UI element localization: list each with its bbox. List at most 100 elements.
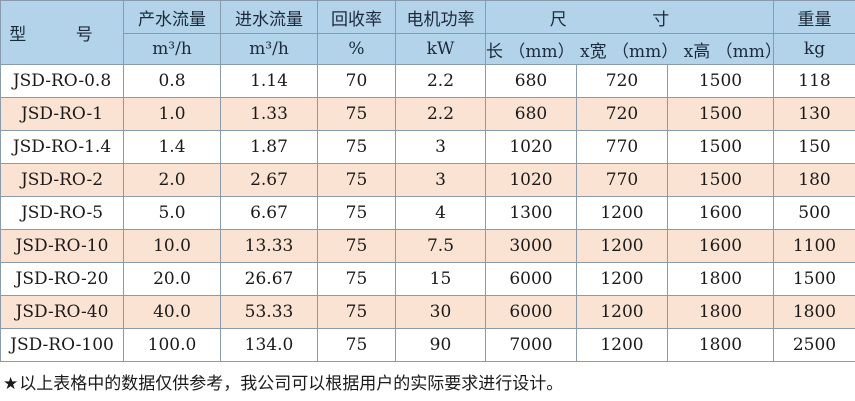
- cell-recovery: 75: [317, 196, 396, 230]
- unit-size: 长 （mm） x宽 （mm） x高 （mm）: [485, 33, 774, 65]
- cell-inlet-flow: 1.14: [220, 64, 318, 98]
- cell-inlet-flow: 2.67: [220, 163, 318, 197]
- cell-weight: 2500: [773, 328, 855, 362]
- footnote: ★以上表格中的数据仅供参考，我公司可以根据用户的实际要求进行设计。: [0, 362, 855, 394]
- header-product-flow: 产水流量: [123, 0, 221, 34]
- cell-power: 3: [395, 130, 486, 164]
- cell-height: 1800: [667, 328, 774, 362]
- header-row-top: 型 号 产水流量 进水流量 回收率 电机功率 尺 寸 重量: [0, 0, 855, 65]
- table-row: JSD-RO-2 2.0 2.67 75 3 1020 770 1500 180: [0, 163, 855, 197]
- cell-weight: 1500: [773, 262, 855, 296]
- cell-recovery: 75: [317, 97, 396, 131]
- cell-model: JSD-RO-5: [0, 196, 124, 230]
- cell-inlet-flow: 1.33: [220, 97, 318, 131]
- cell-power: 4: [395, 196, 486, 230]
- cell-inlet-flow: 53.33: [220, 295, 318, 329]
- cell-height: 1500: [667, 163, 774, 197]
- cell-power: 3: [395, 163, 486, 197]
- cell-width: 770: [576, 163, 668, 197]
- cell-width: 1200: [576, 196, 668, 230]
- table-row: JSD-RO-40 40.0 53.33 75 30 6000 1200 180…: [0, 295, 855, 329]
- table-row: JSD-RO-5 5.0 6.67 75 4 1300 1200 1600 50…: [0, 196, 855, 230]
- cell-width: 770: [576, 130, 668, 164]
- cell-width: 720: [576, 97, 668, 131]
- header-recovery: 回收率: [317, 0, 396, 34]
- table-row: JSD-RO-100 100.0 134.0 75 90 7000 1200 1…: [0, 328, 855, 362]
- cell-width: 1200: [576, 229, 668, 263]
- header-row-units: m³/h m³/h % kW 长 （mm） x宽 （mm） x高 （mm） kg: [1, 33, 855, 65]
- header-inlet-flow: 进水流量: [220, 0, 318, 34]
- cell-weight: 130: [773, 97, 855, 131]
- cell-width: 1200: [576, 328, 668, 362]
- cell-height: 1500: [667, 130, 774, 164]
- cell-model: JSD-RO-1.4: [0, 130, 124, 164]
- cell-recovery: 75: [317, 229, 396, 263]
- cell-weight: 500: [773, 196, 855, 230]
- unit-product-flow: m³/h: [123, 33, 221, 65]
- cell-product-flow: 40.0: [123, 295, 221, 329]
- cell-power: 2.2: [395, 97, 486, 131]
- cell-length: 1020: [485, 130, 577, 164]
- cell-weight: 1100: [773, 229, 855, 263]
- cell-product-flow: 100.0: [123, 328, 221, 362]
- cell-power: 7.5: [395, 229, 486, 263]
- cell-length: 680: [485, 64, 577, 98]
- cell-length: 6000: [485, 262, 577, 296]
- cell-length: 1300: [485, 196, 577, 230]
- cell-model: JSD-RO-20: [0, 262, 124, 296]
- unit-inlet-flow: m³/h: [220, 33, 318, 65]
- cell-model: JSD-RO-10: [0, 229, 124, 263]
- cell-height: 1800: [667, 295, 774, 329]
- header-size: 尺 寸: [485, 0, 774, 34]
- cell-height: 1600: [667, 229, 774, 263]
- cell-weight: 180: [773, 163, 855, 197]
- cell-length: 680: [485, 97, 577, 131]
- table-row: JSD-RO-1 1.0 1.33 75 2.2 680 720 1500 13…: [0, 97, 855, 131]
- table-row: JSD-RO-20 20.0 26.67 75 15 6000 1200 180…: [0, 262, 855, 296]
- cell-power: 30: [395, 295, 486, 329]
- cell-recovery: 75: [317, 262, 396, 296]
- cell-power: 90: [395, 328, 486, 362]
- cell-inlet-flow: 1.87: [220, 130, 318, 164]
- cell-length: 7000: [485, 328, 577, 362]
- cell-product-flow: 0.8: [123, 64, 221, 98]
- cell-model: JSD-RO-100: [0, 328, 124, 362]
- cell-width: 1200: [576, 262, 668, 296]
- cell-inlet-flow: 13.33: [220, 229, 318, 263]
- cell-model: JSD-RO-0.8: [0, 64, 124, 98]
- unit-weight: kg: [773, 33, 855, 65]
- cell-width: 1200: [576, 295, 668, 329]
- cell-height: 1800: [667, 262, 774, 296]
- cell-product-flow: 1.4: [123, 130, 221, 164]
- cell-recovery: 75: [317, 163, 396, 197]
- cell-weight: 1800: [773, 295, 855, 329]
- footnote-text: 以上表格中的数据仅供参考，我公司可以根据用户的实际要求进行设计。: [19, 374, 564, 394]
- cell-height: 1500: [667, 97, 774, 131]
- cell-recovery: 70: [317, 64, 396, 98]
- cell-inlet-flow: 26.67: [220, 262, 318, 296]
- cell-product-flow: 1.0: [123, 97, 221, 131]
- cell-product-flow: 10.0: [123, 229, 221, 263]
- unit-recovery: %: [317, 33, 396, 65]
- cell-recovery: 75: [317, 328, 396, 362]
- spec-table: 型 号 产水流量 进水流量 回收率 电机功率 尺 寸 重量 m³/h m³/h …: [0, 0, 855, 362]
- cell-model: JSD-RO-2: [0, 163, 124, 197]
- table-row: JSD-RO-10 10.0 13.33 75 7.5 3000 1200 16…: [0, 229, 855, 263]
- header-model: 型 号: [0, 0, 124, 65]
- cell-width: 720: [576, 64, 668, 98]
- cell-power: 2.2: [395, 64, 486, 98]
- cell-model: JSD-RO-1: [0, 97, 124, 131]
- cell-recovery: 75: [317, 130, 396, 164]
- cell-recovery: 75: [317, 295, 396, 329]
- cell-height: 1600: [667, 196, 774, 230]
- header-motor-power: 电机功率: [395, 0, 486, 34]
- cell-weight: 150: [773, 130, 855, 164]
- star-icon: ★: [3, 374, 19, 394]
- cell-inlet-flow: 6.67: [220, 196, 318, 230]
- cell-model: JSD-RO-40: [0, 295, 124, 329]
- cell-length: 6000: [485, 295, 577, 329]
- cell-product-flow: 20.0: [123, 262, 221, 296]
- table-row: JSD-RO-1.4 1.4 1.87 75 3 1020 770 1500 1…: [0, 130, 855, 164]
- cell-power: 15: [395, 262, 486, 296]
- table-row: JSD-RO-0.8 0.8 1.14 70 2.2 680 720 1500 …: [0, 64, 855, 98]
